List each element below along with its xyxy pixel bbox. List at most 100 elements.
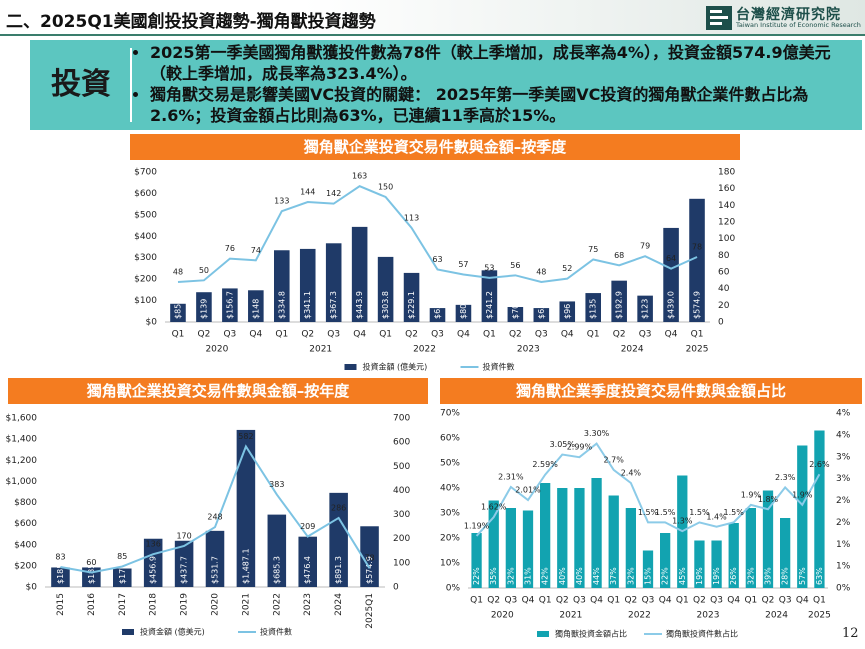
bar (143, 538, 163, 587)
legend-swatch (537, 631, 549, 637)
line-label: 170 (176, 531, 191, 540)
bar-label: 22% (661, 567, 670, 585)
bar-label: 63% (815, 567, 824, 585)
x-tick-label: Q4 (457, 330, 470, 340)
bar (471, 533, 482, 588)
legend-label: 投資件數 (260, 627, 292, 637)
bar-label: $476.4 (303, 556, 312, 584)
year-label: 2021 (309, 345, 332, 355)
bar-label: $437.7 (180, 556, 189, 584)
bar-label: $85 (173, 304, 182, 319)
y2-tick-label: 160 (718, 184, 735, 194)
x-tick-label: Q2 (556, 596, 569, 606)
summary-bullets: 2025第一季美國獨角獸獲投件數為78件（較上季增加，成長率為4%），投資金額5… (130, 42, 850, 126)
x-tick-label: 2016 (87, 593, 97, 616)
line-label: 3.05% (550, 440, 576, 449)
y2-tick-label: 0 (393, 583, 399, 593)
x-tick-label: Q2 (198, 330, 211, 340)
bar (248, 290, 264, 322)
bullet: 2025第一季美國獨角獸獲投件數為78件（較上季增加，成長率為4%），投資金額5… (150, 42, 850, 84)
bar (711, 540, 722, 588)
bar-label: 40% (558, 567, 567, 585)
y2-tick-label: 100 (718, 234, 735, 244)
x-tick-label: 2024 (334, 593, 344, 616)
y-tick-label: $400 (14, 540, 37, 550)
y2-tick-label: 300 (393, 510, 410, 520)
bar (540, 483, 551, 588)
y-tick-label: 10% (440, 559, 460, 569)
y2-tick-label: 500 (393, 462, 410, 472)
line-label: 48 (173, 268, 183, 277)
y-tick-label: $600 (14, 519, 37, 529)
y-tick-label: $0 (146, 318, 158, 328)
bar (222, 288, 238, 322)
bar-label: $439.0 (667, 291, 676, 319)
line-label: 248 (207, 513, 222, 522)
bar-label: 42% (541, 567, 550, 585)
line-label: 52 (562, 264, 572, 273)
y2-tick-label: 180 (718, 168, 735, 178)
bar (745, 508, 756, 588)
bar (329, 492, 348, 587)
y-tick-label: 0% (446, 584, 461, 594)
bar (797, 445, 808, 588)
bar-label: $185 (87, 564, 96, 584)
y-tick-label: $200 (14, 561, 37, 571)
x-tick-label: Q2 (301, 330, 314, 340)
line-label: 48 (536, 268, 546, 277)
legend-label: 投資件數 (483, 362, 515, 372)
bar-label: $891.3 (334, 556, 343, 584)
bar (236, 429, 256, 587)
line-label: 57 (458, 260, 468, 269)
y-tick-label: $200 (134, 275, 157, 285)
bar (170, 303, 186, 322)
x-tick-label: 2020 (211, 593, 221, 616)
bar-label: 45% (678, 567, 687, 585)
bar-label: $303.8 (381, 291, 390, 319)
bar (113, 568, 132, 587)
bar (481, 270, 498, 322)
line-label: 1.9% (741, 490, 762, 499)
y-tick-label: 50% (440, 459, 460, 469)
x-tick-label: Q4 (796, 596, 809, 606)
bar (205, 530, 225, 587)
bar-label: 37% (609, 567, 618, 585)
bar-label: $531.7 (211, 556, 220, 584)
bar-label: $685.3 (272, 556, 281, 584)
line-label: 56 (510, 261, 520, 270)
bar-label: $443.9 (355, 291, 364, 319)
legend-label: 投資金額 (億美元) (140, 627, 205, 637)
bar (557, 488, 568, 588)
bar-label: 32% (626, 567, 635, 585)
y2-tick-label: 20 (718, 301, 730, 311)
y2-tick-label: 3% (836, 452, 851, 462)
legend-label: 投資金額 (億美元) (363, 362, 428, 372)
y2-tick-label: 600 (393, 438, 410, 448)
line-label: 1.9% (792, 490, 813, 499)
bar-label: 28% (781, 567, 790, 585)
year-label: 2022 (628, 611, 651, 621)
y-tick-label: $800 (14, 498, 37, 508)
line-label: 286 (331, 503, 346, 512)
bar-label: $574.9 (365, 556, 374, 584)
y-tick-label: $600 (134, 189, 157, 199)
line-label: 113 (404, 213, 419, 222)
bar-label: 39% (764, 567, 773, 585)
year-label: 2022 (413, 345, 436, 355)
y2-tick-label: 0% (836, 584, 851, 594)
y-tick-label: $700 (134, 168, 157, 178)
bar-label: 57% (798, 567, 807, 585)
y-tick-label: $1,200 (6, 456, 38, 466)
line-label: 383 (269, 480, 284, 489)
bar-label: 40% (575, 567, 584, 585)
legend-label: 獨角獸投資件數占比 (666, 629, 738, 639)
bar (522, 510, 534, 588)
y-tick-label: $300 (134, 253, 157, 263)
bar-label: $148 (251, 299, 260, 319)
bar (814, 430, 825, 588)
bar (559, 301, 576, 322)
bar (625, 508, 636, 588)
line-label: 2.31% (498, 472, 524, 481)
legend-swatch (122, 629, 134, 635)
